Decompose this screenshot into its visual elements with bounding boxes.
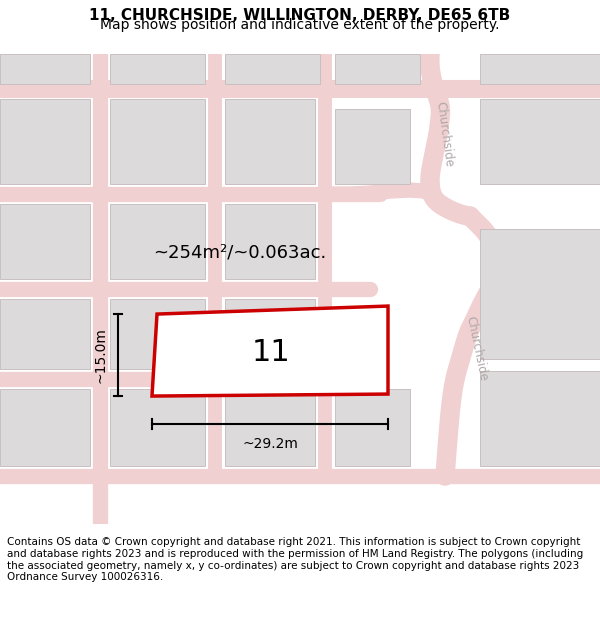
Bar [480,229,600,359]
Bar [480,99,600,184]
Text: Contains OS data © Crown copyright and database right 2021. This information is : Contains OS data © Crown copyright and d… [7,538,583,582]
Bar [480,371,600,466]
Bar [480,54,600,84]
Bar [0,299,90,369]
Bar [0,99,90,184]
Text: Churchside: Churchside [464,316,490,382]
Bar [335,389,410,466]
Bar [110,299,205,369]
Bar [0,204,90,279]
Text: Churchside: Churchside [433,101,455,168]
Bar [0,389,90,466]
Bar [110,389,205,466]
Bar [225,204,315,279]
Text: ~15.0m: ~15.0m [93,327,107,383]
Bar [225,54,320,84]
Bar [225,389,315,466]
Bar [110,204,205,279]
Text: ~254m²/~0.063ac.: ~254m²/~0.063ac. [154,243,326,261]
Text: 11: 11 [252,338,290,367]
Bar [225,99,315,184]
Bar [110,99,205,184]
Text: Map shows position and indicative extent of the property.: Map shows position and indicative extent… [100,18,500,32]
Polygon shape [152,306,388,396]
Bar [335,109,410,184]
Bar [0,54,90,84]
Bar [335,54,420,84]
Text: ~29.2m: ~29.2m [242,437,298,451]
Bar [225,299,315,369]
Text: 11, CHURCHSIDE, WILLINGTON, DERBY, DE65 6TB: 11, CHURCHSIDE, WILLINGTON, DERBY, DE65 … [89,8,511,23]
Bar [110,54,205,84]
